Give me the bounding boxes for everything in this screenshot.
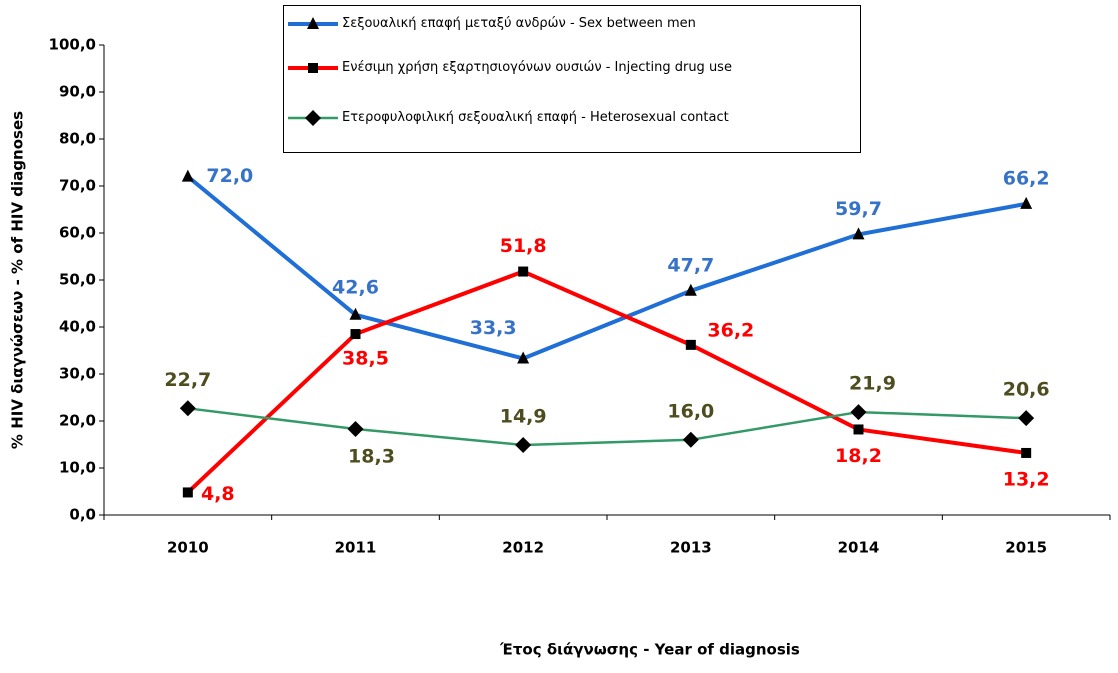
data-label: 72,0 xyxy=(206,165,253,187)
data-label: 47,7 xyxy=(667,254,714,276)
data-label: 4,8 xyxy=(201,483,235,505)
y-tick-label: 40,0 xyxy=(59,318,96,336)
marker xyxy=(350,329,361,340)
y-tick-label: 50,0 xyxy=(59,271,96,289)
marker xyxy=(850,404,867,421)
marker xyxy=(1021,447,1032,458)
data-label: 38,5 xyxy=(342,348,389,370)
marker xyxy=(307,17,319,29)
data-label: 20,6 xyxy=(1003,379,1050,401)
data-label: 66,2 xyxy=(1003,167,1050,189)
marker xyxy=(518,266,529,277)
marker xyxy=(515,436,532,453)
marker xyxy=(1018,410,1035,427)
y-tick-label: 20,0 xyxy=(59,412,96,430)
marker xyxy=(684,283,697,296)
legend-swatch xyxy=(288,17,338,29)
legend-swatch xyxy=(288,110,338,126)
marker xyxy=(685,339,696,350)
legend-swatch xyxy=(288,63,338,73)
data-label: 51,8 xyxy=(500,235,547,257)
marker xyxy=(179,400,196,417)
data-label: 22,7 xyxy=(164,369,211,391)
y-axis-title: % HIV διαγνώσεων - % of HIV diagnoses xyxy=(9,111,27,449)
data-label: 21,9 xyxy=(849,373,896,395)
marker xyxy=(682,431,699,448)
marker xyxy=(517,351,530,364)
marker xyxy=(1020,196,1033,209)
data-label: 59,7 xyxy=(835,198,882,220)
series-line xyxy=(186,175,1027,361)
x-tick-label: 2015 xyxy=(1005,539,1047,557)
marker xyxy=(852,227,865,240)
y-tick-label: 30,0 xyxy=(59,365,96,383)
x-tick-label: 2014 xyxy=(838,539,880,557)
legend: Σεξουαλική επαφή μεταξύ ανδρών - Sex bet… xyxy=(283,5,861,153)
legend-label: Σεξουαλική επαφή μεταξύ ανδρών - Sex bet… xyxy=(342,16,696,31)
marker xyxy=(308,63,318,73)
y-tick-label: 90,0 xyxy=(59,83,96,101)
marker xyxy=(349,307,362,320)
series-line xyxy=(187,407,1027,447)
data-label: 18,3 xyxy=(348,445,395,467)
marker xyxy=(347,420,364,437)
data-label: 16,0 xyxy=(667,400,714,422)
y-tick-label: 100,0 xyxy=(49,36,96,54)
y-tick-label: 0,0 xyxy=(69,506,96,524)
y-tick-label: 70,0 xyxy=(59,177,96,195)
x-tick-label: 2012 xyxy=(502,539,544,557)
marker xyxy=(182,487,193,498)
data-label: 42,6 xyxy=(332,276,379,298)
marker xyxy=(305,110,321,126)
x-axis-title: Έτος διάγνωσης - Year of diagnosis xyxy=(499,641,800,659)
data-label: 13,2 xyxy=(1003,468,1050,490)
x-tick-label: 2011 xyxy=(335,539,377,557)
x-tick-label: 2013 xyxy=(670,539,712,557)
data-label: 18,2 xyxy=(835,445,882,467)
x-tick-label: 2010 xyxy=(167,539,209,557)
series-line xyxy=(186,269,1027,494)
data-label: 33,3 xyxy=(470,317,517,339)
data-label: 36,2 xyxy=(707,319,754,341)
y-tick-label: 80,0 xyxy=(59,130,96,148)
legend-label: Ετεροφυλοφιλική σεξουαλική επαφή - Heter… xyxy=(342,110,729,125)
marker xyxy=(181,169,194,182)
y-tick-label: 60,0 xyxy=(59,224,96,242)
legend-label: Ενέσιμη χρήση εξαρτησιογόνων ουσιών - In… xyxy=(342,60,732,75)
marker xyxy=(853,424,864,435)
data-label: 14,9 xyxy=(500,405,547,427)
y-tick-label: 10,0 xyxy=(59,459,96,477)
